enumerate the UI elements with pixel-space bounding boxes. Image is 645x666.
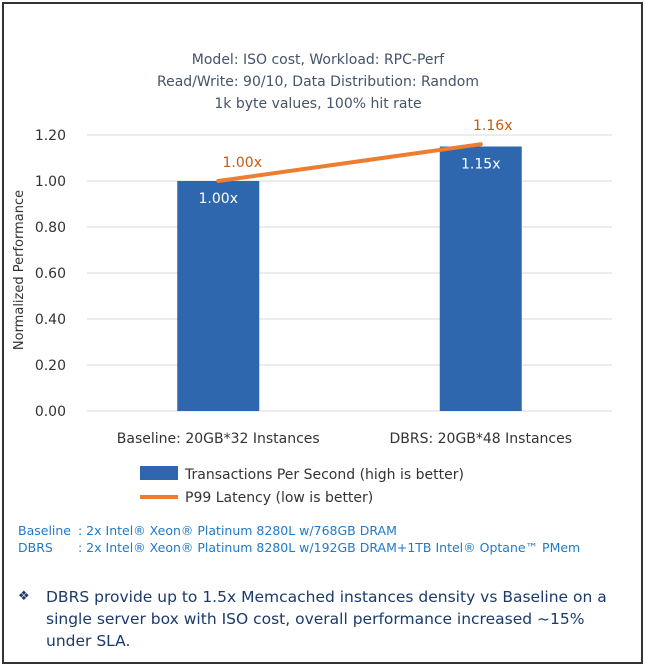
y-tick-label: 1.00 xyxy=(35,174,66,190)
bar xyxy=(439,146,522,411)
bar-data-label: 1.00x xyxy=(199,191,238,207)
line-data-label: 1.16x xyxy=(473,118,512,134)
summary-text: DBRS provide up to 1.5x Memcached instan… xyxy=(46,588,607,650)
chart-title-line: Read/Write: 90/10, Data Distribution: Ra… xyxy=(157,74,479,90)
y-tick-label: 0.20 xyxy=(35,358,66,374)
y-tick-label: 0.00 xyxy=(35,404,66,420)
bar-data-label: 1.15x xyxy=(461,157,500,173)
line-data-label: 1.00x xyxy=(223,155,262,171)
legend: Transactions Per Second (high is better)… xyxy=(140,466,464,506)
y-tick-label: 0.60 xyxy=(35,266,66,282)
chart-title: Model: ISO cost, Workload: RPC-Perf Read/… xyxy=(157,52,479,112)
note-dbrs: DBRS: 2x Intel® Xeon® Platinum 8280L w/1… xyxy=(18,540,581,555)
y-tick-label: 1.20 xyxy=(35,128,66,144)
y-tick-label: 0.80 xyxy=(35,220,66,236)
diamond-bullet-icon: ❖ xyxy=(18,589,30,604)
chart-title-line: Model: ISO cost, Workload: RPC-Perf xyxy=(192,52,445,68)
chart: Model: ISO cost, Workload: RPC-Perf Read/… xyxy=(12,52,612,506)
y-axis-label: Normalized Performance xyxy=(12,190,27,350)
x-category-label: DBRS: 20GB*48 Instances xyxy=(389,431,572,447)
legend-swatch-bar xyxy=(140,466,178,480)
latency-line xyxy=(216,142,483,183)
x-category-label: Baseline: 20GB*32 Instances xyxy=(117,431,320,447)
config-notes: Baseline: 2x Intel® Xeon® Platinum 8280L… xyxy=(18,522,580,556)
note-baseline: Baseline: 2x Intel® Xeon® Platinum 8280L… xyxy=(18,523,397,538)
summary-bullet: ❖ DBRS provide up to 1.5x Memcached inst… xyxy=(18,586,633,652)
bar xyxy=(177,181,260,411)
legend-label: P99 Latency (low is better) xyxy=(185,490,373,506)
chart-title-line: 1k byte values, 100% hit rate xyxy=(214,96,421,112)
y-tick-label: 0.40 xyxy=(35,312,66,328)
legend-label: Transactions Per Second (high is better) xyxy=(184,467,464,483)
